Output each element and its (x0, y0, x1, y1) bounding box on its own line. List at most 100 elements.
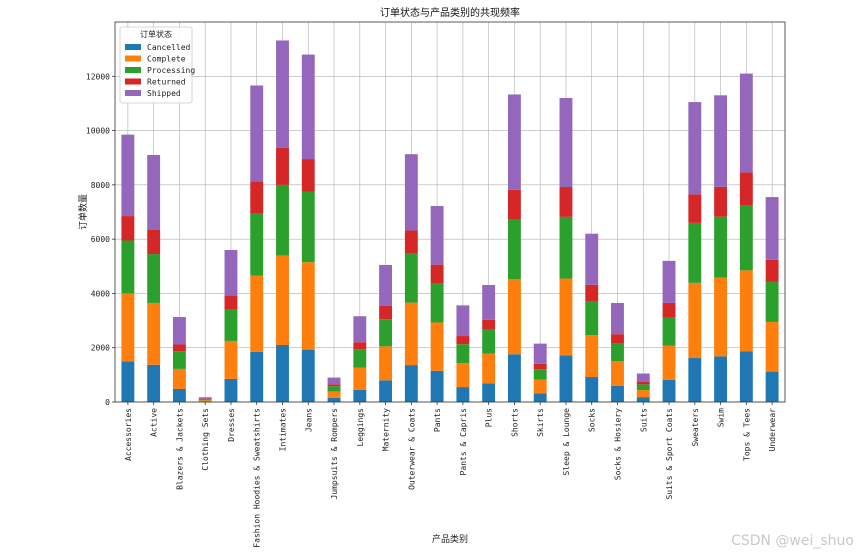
bar-segment (662, 302, 676, 318)
bar-segment (430, 206, 444, 265)
legend-entry: Complete (147, 55, 186, 64)
x-tick-label: Jumpsuits & Rompers (330, 408, 339, 500)
x-tick-label: Socks (588, 408, 597, 432)
bar-segment (430, 322, 444, 371)
bar-segment (739, 172, 753, 206)
bar-segment (353, 389, 367, 402)
x-tick-label: Underwear (768, 408, 777, 452)
bar-segment (147, 364, 161, 402)
x-tick-label: Skirts (536, 408, 545, 437)
bar-segment (636, 373, 650, 382)
bar-segment (714, 277, 728, 357)
bar-segment (611, 361, 624, 386)
bar-segment (482, 353, 496, 384)
y-tick-label: 2000 (91, 344, 110, 353)
y-tick-label: 4000 (91, 289, 110, 298)
bar-segment (327, 391, 341, 398)
legend-swatch (125, 78, 141, 85)
bar-segment (559, 278, 573, 356)
bar-segment (456, 305, 470, 337)
bar-segment (636, 384, 650, 391)
bar-segment (250, 213, 264, 276)
bar-segment (224, 340, 238, 379)
bar-segment (559, 187, 573, 217)
y-tick-label: 0 (105, 398, 110, 407)
bar-segment (507, 94, 521, 190)
x-tick-label: Tops & Tees (742, 408, 751, 461)
bar-segment (327, 397, 341, 402)
bar-segment (533, 363, 547, 370)
bar-segment (688, 282, 702, 359)
x-tick-label: Suits (639, 408, 648, 432)
bar-segment (739, 205, 753, 271)
bar-segment (147, 254, 161, 303)
legend-entry: Cancelled (147, 43, 191, 52)
bar-segment (507, 354, 521, 402)
bar-segment (404, 253, 418, 303)
bar-segment (379, 380, 393, 402)
watermark: CSDN @wei_shuo (731, 533, 854, 549)
bar-segment (172, 317, 186, 345)
bar-segment (559, 98, 573, 188)
bar-segment (404, 154, 418, 231)
chart-title: 订单状态与产品类别的共现频率 (380, 6, 520, 19)
legend-swatch (125, 44, 141, 50)
bar-segment (636, 397, 650, 402)
bar-segment (714, 216, 728, 278)
x-tick-label: Accessories (124, 408, 133, 461)
bar-segment (353, 316, 367, 343)
bar-segment (379, 346, 393, 381)
legend-entry: Shipped (147, 89, 181, 98)
bar-segment (379, 264, 393, 306)
y-tick-label: 8000 (91, 181, 110, 190)
bar-segment (688, 222, 702, 283)
bar-segment (430, 264, 444, 284)
bar-segment (507, 279, 521, 355)
bar-segment (276, 184, 289, 256)
bars (121, 40, 779, 402)
bar-segment (739, 270, 753, 352)
bar-segment (611, 343, 624, 362)
bar-segment (121, 361, 135, 402)
x-tick-label: Socks & Hosiery (614, 408, 623, 480)
bar-segment (379, 305, 393, 320)
bar-segment (172, 368, 186, 389)
bar-segment (611, 334, 624, 344)
bar-segment (353, 367, 367, 390)
bar-segment (765, 197, 779, 260)
bar-segment (482, 285, 496, 320)
x-tick-label: Jeans (304, 408, 313, 432)
bar-segment (559, 216, 573, 279)
x-tick-label: Sweaters (691, 408, 700, 447)
bar-segment (250, 85, 264, 182)
legend-entry: Returned (147, 78, 186, 87)
bar-segment (456, 387, 470, 402)
bar-segment (456, 363, 470, 388)
bar-segment (636, 381, 650, 385)
bar-segment (301, 262, 315, 350)
bar-segment (198, 397, 212, 399)
bar-segment (353, 342, 367, 350)
legend-entry: Processing (147, 66, 195, 75)
bar-segment (276, 255, 289, 345)
bar-segment (224, 295, 238, 310)
bar-segment (327, 386, 341, 392)
bar-segment (739, 351, 753, 402)
x-tick-label: Clothing Sets (201, 408, 210, 471)
bar-segment (507, 189, 521, 220)
bar-segment (301, 159, 315, 192)
grid-lines (115, 22, 785, 403)
bar-segment (430, 283, 444, 323)
bar-segment (327, 377, 341, 385)
bar-segment (250, 181, 264, 214)
x-tick-label: Swim (717, 408, 726, 427)
bar-segment (456, 344, 470, 364)
legend-swatch (125, 90, 141, 96)
x-tick-label: Active (150, 408, 159, 437)
bar-segment (250, 351, 264, 402)
x-tick-label: Plus (485, 408, 494, 427)
bar-segment (121, 240, 135, 294)
bar-segment (585, 335, 599, 378)
bar-segment (765, 281, 779, 322)
